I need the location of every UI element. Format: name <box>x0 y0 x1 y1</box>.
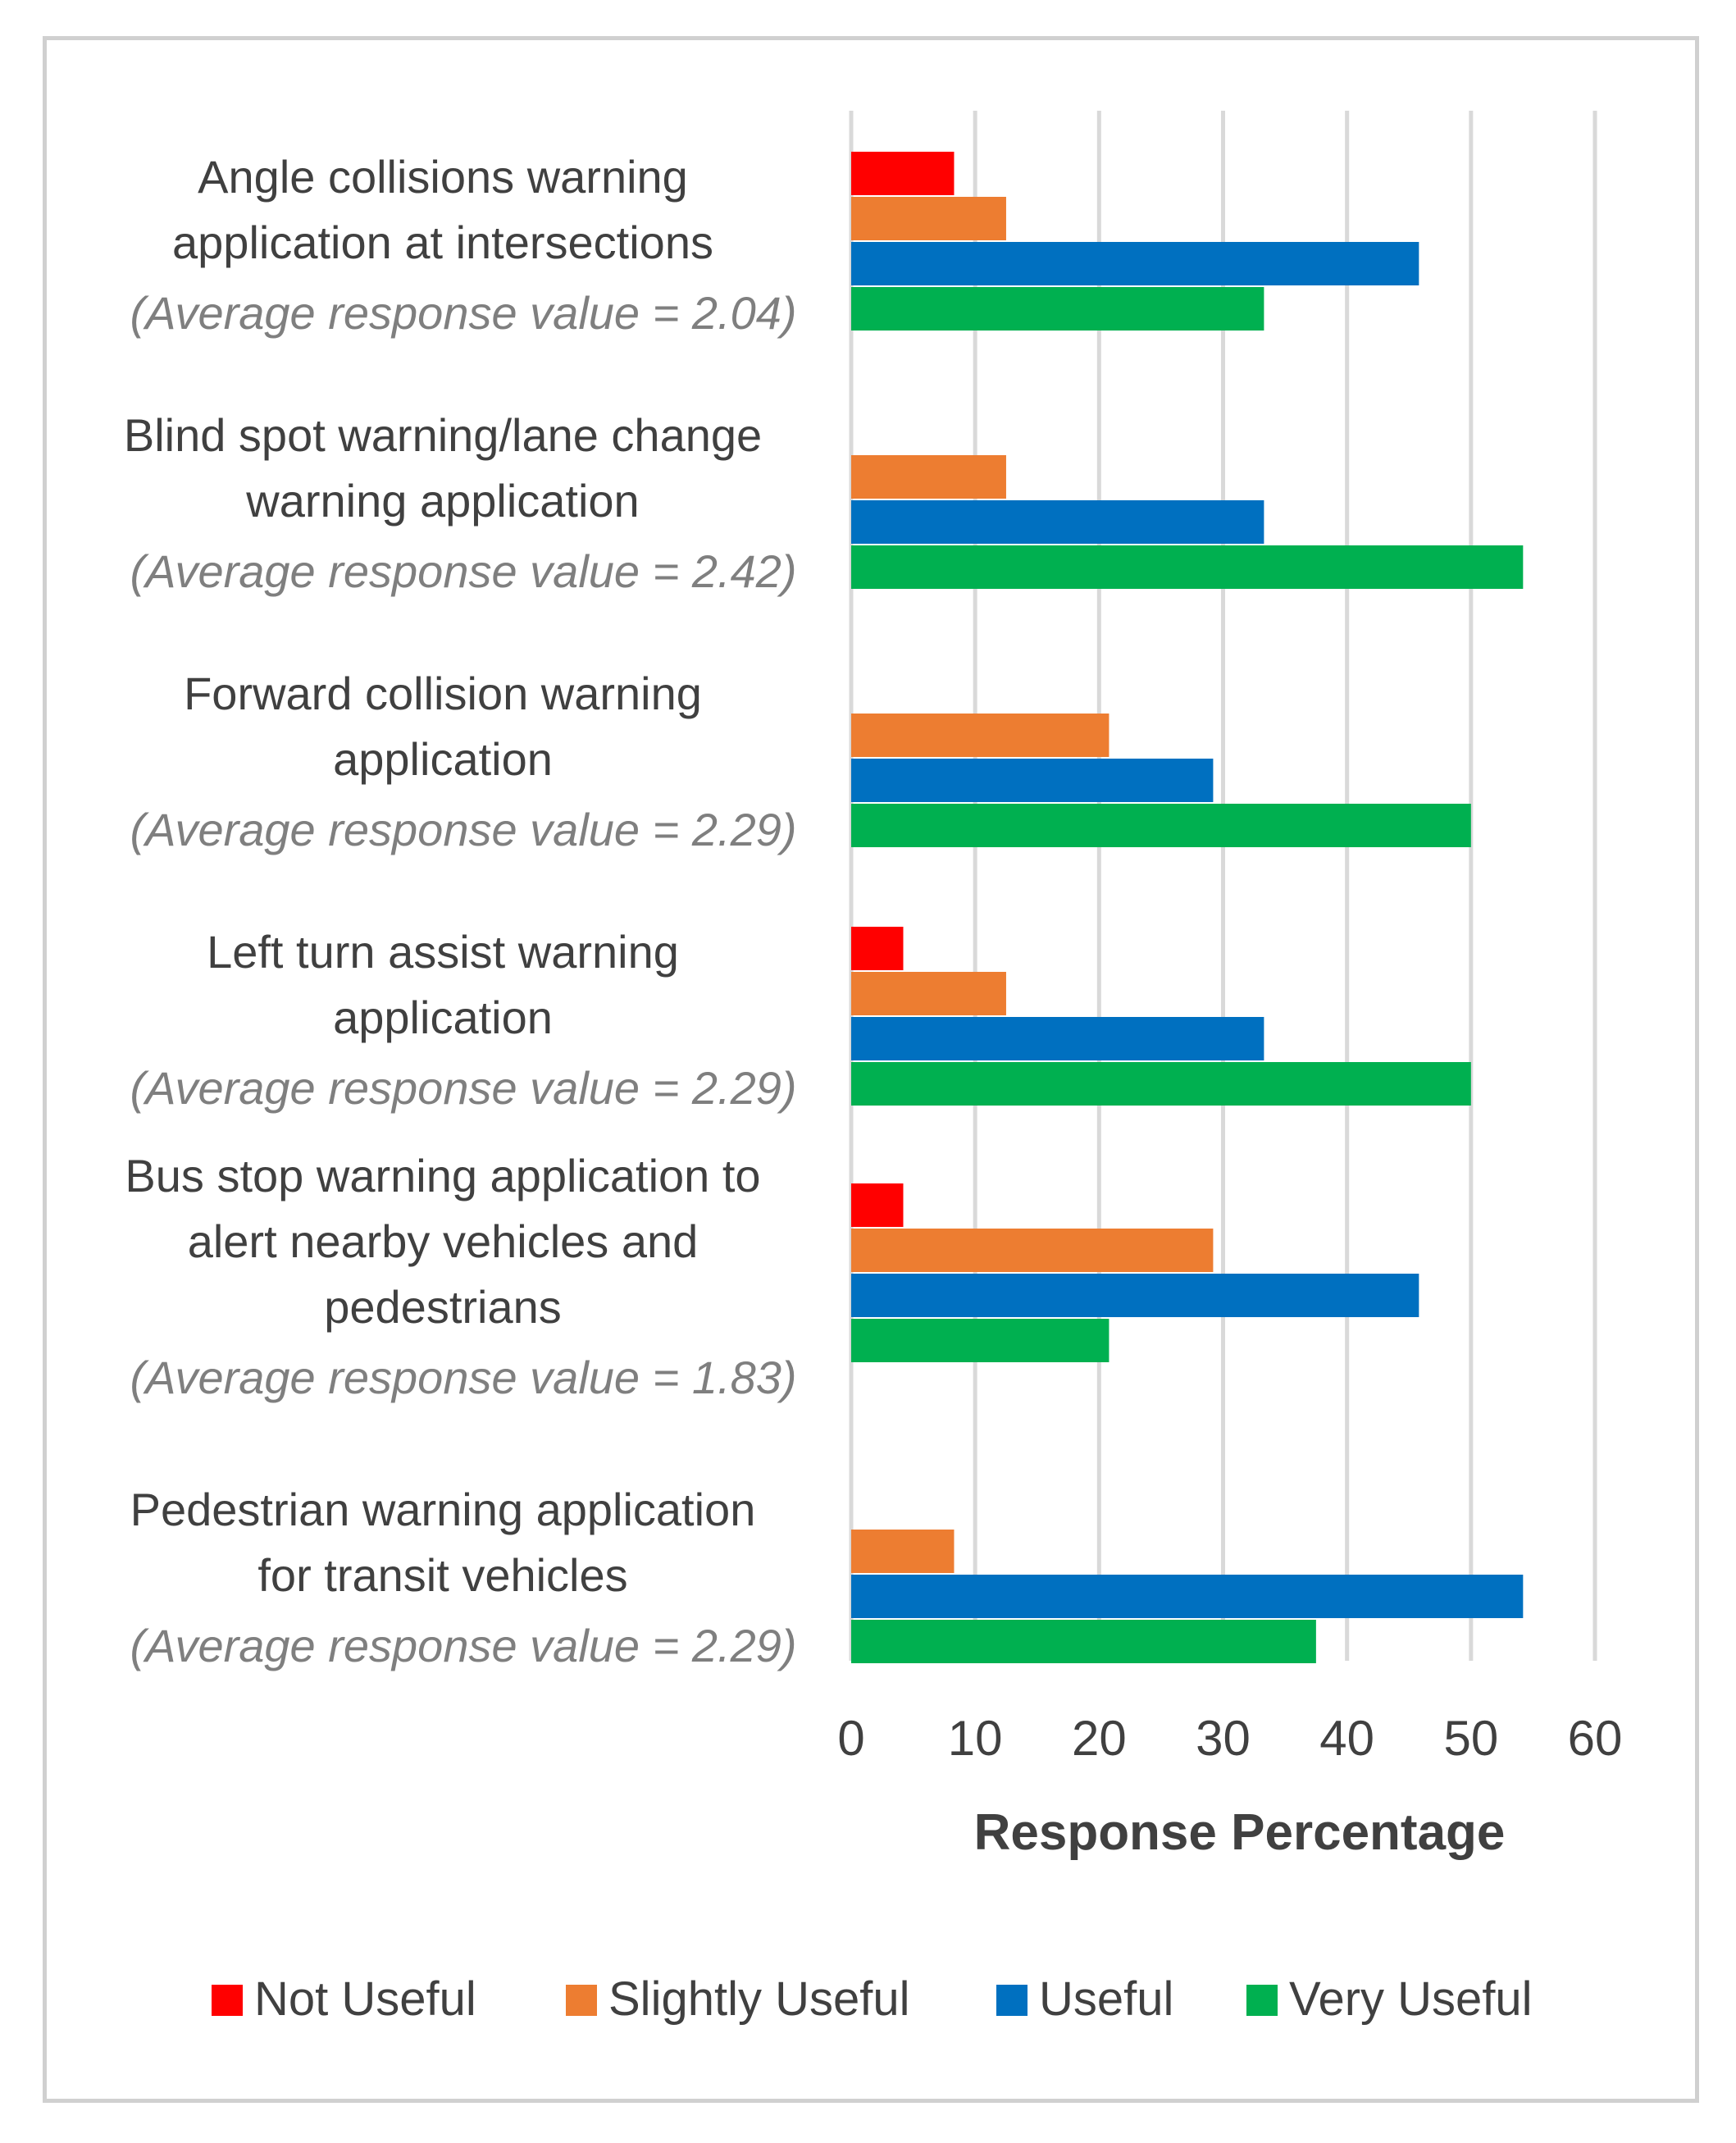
average-response-label-4: (Average response value = 1.83) <box>130 1352 796 1403</box>
bar-3-not-useful <box>851 927 904 970</box>
x-tick-label-0: 0 <box>837 1711 864 1766</box>
bar-4-very-useful <box>851 1319 1109 1362</box>
bar-4-slightly-useful <box>851 1229 1214 1272</box>
category-label-3-line-1: application <box>333 992 553 1043</box>
bar-5-very-useful <box>851 1620 1316 1663</box>
x-tick-label-40: 40 <box>1319 1711 1374 1766</box>
average-response-label-3: (Average response value = 2.29) <box>130 1062 796 1114</box>
category-label-4-line-1: alert nearby vehicles and <box>188 1215 699 1267</box>
category-label-2-line-1: application <box>333 733 553 785</box>
bar-5-useful <box>851 1575 1524 1618</box>
legend-label-not-useful: Not Useful <box>254 1972 476 2026</box>
bar-0-very-useful <box>851 287 1264 331</box>
bar-5-slightly-useful <box>851 1530 955 1573</box>
legend-swatch-very-useful <box>1246 1985 1278 2016</box>
bar-2-slightly-useful <box>851 714 1109 757</box>
category-label-5-line-1: for transit vehicles <box>257 1549 627 1601</box>
bar-1-very-useful <box>851 545 1524 589</box>
category-label-1-line-0: Blind spot warning/lane change <box>124 409 762 461</box>
category-label-5-line-0: Pedestrian warning application <box>130 1484 756 1535</box>
average-response-label-0: (Average response value = 2.04) <box>130 287 796 339</box>
x-axis-title: Response Percentage <box>974 1804 1506 1861</box>
bar-4-useful <box>851 1274 1419 1317</box>
legend-label-very-useful: Very Useful <box>1289 1972 1533 2026</box>
category-label-2-line-0: Forward collision warning <box>184 668 702 719</box>
bar-2-useful <box>851 759 1214 802</box>
x-tick-label-20: 20 <box>1072 1711 1127 1766</box>
bar-1-useful <box>851 500 1264 544</box>
category-label-4-line-2: pedestrians <box>324 1281 562 1333</box>
average-response-label-5: (Average response value = 2.29) <box>130 1620 796 1671</box>
bar-1-slightly-useful <box>851 455 1006 499</box>
bar-0-not-useful <box>851 152 955 195</box>
bar-3-slightly-useful <box>851 972 1006 1015</box>
legend-swatch-slightly-useful <box>566 1985 597 2016</box>
category-label-0-line-0: Angle collisions warning <box>198 151 688 203</box>
bar-3-useful <box>851 1017 1264 1060</box>
bar-0-useful <box>851 242 1419 285</box>
bar-4-not-useful <box>851 1183 904 1227</box>
bar-0-slightly-useful <box>851 197 1006 240</box>
x-tick-label-30: 30 <box>1196 1711 1251 1766</box>
category-label-1-line-1: warning application <box>245 475 639 527</box>
x-tick-label-60: 60 <box>1568 1711 1623 1766</box>
x-tick-label-50: 50 <box>1443 1711 1498 1766</box>
average-response-label-2: (Average response value = 2.29) <box>130 804 796 855</box>
x-tick-label-10: 10 <box>948 1711 1003 1766</box>
bar-2-very-useful <box>851 804 1471 847</box>
category-label-4-line-0: Bus stop warning application to <box>125 1150 760 1201</box>
legend-label-slightly-useful: Slightly Useful <box>608 1972 909 2026</box>
legend-label-useful: Useful <box>1039 1972 1173 2026</box>
legend-swatch-not-useful <box>212 1985 243 2016</box>
category-label-3-line-0: Left turn assist warning <box>207 926 679 978</box>
average-response-label-1: (Average response value = 2.42) <box>130 545 796 597</box>
legend-swatch-useful <box>996 1985 1027 2016</box>
category-label-0-line-1: application at intersections <box>172 217 713 268</box>
bar-3-very-useful <box>851 1062 1471 1106</box>
